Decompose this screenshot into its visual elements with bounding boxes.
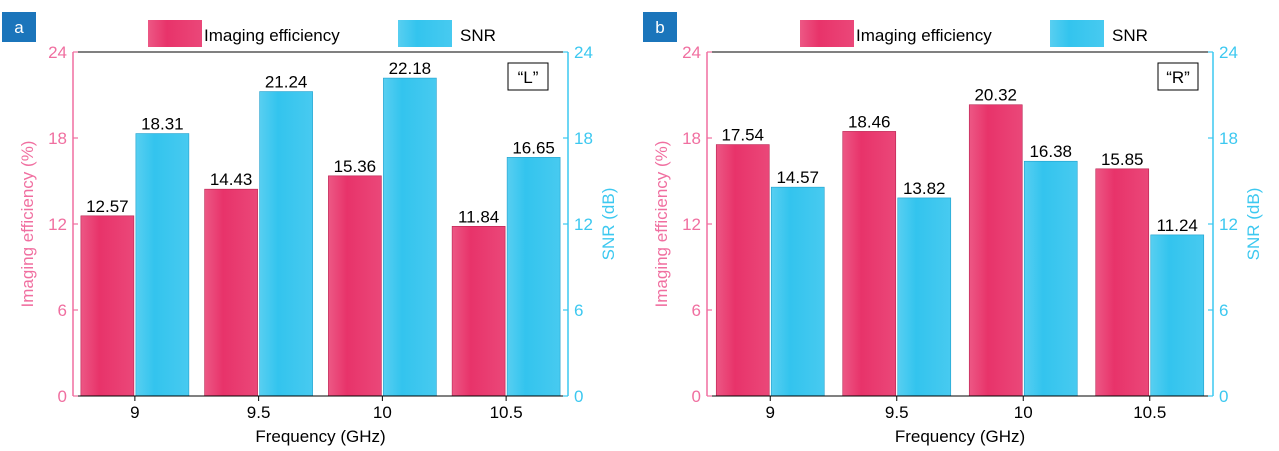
- inset-label-box: [1157, 62, 1199, 91]
- inset-label-box: [507, 62, 549, 91]
- x-tick-label: 9.5: [247, 403, 271, 422]
- data-label-imaging-efficiency: 12.57: [86, 197, 129, 216]
- legend-label-imaging-efficiency: Imaging efficiency: [204, 26, 340, 45]
- y-tick-label-left: 24: [48, 43, 67, 62]
- y-tick-label-left: 24: [682, 43, 701, 62]
- bar-snr: [135, 133, 190, 397]
- bar-imaging-efficiency: [1095, 168, 1150, 397]
- y-axis-right-title: SNR (dB): [1244, 188, 1263, 261]
- bar-imaging-efficiency: [204, 188, 258, 397]
- y-axis-left-title: Imaging efficiency (%): [18, 141, 37, 308]
- legend-swatch-snr: [1050, 20, 1104, 47]
- data-label-snr: 22.18: [389, 59, 432, 78]
- x-axis-title: Frequency (GHz): [895, 427, 1025, 446]
- x-axis-title: Frequency (GHz): [255, 427, 385, 446]
- data-label-imaging-efficiency: 11.84: [458, 207, 499, 226]
- bar-snr: [770, 186, 825, 397]
- bar-imaging-efficiency: [842, 131, 897, 397]
- bar-snr: [897, 197, 952, 397]
- y-axis-right-title: SNR (dB): [599, 188, 618, 261]
- bar-snr: [259, 91, 313, 397]
- y-tick-label-left: 6: [58, 301, 67, 320]
- legend-swatch-imaging-efficiency: [148, 20, 202, 47]
- data-label-snr: 18.31: [141, 115, 184, 134]
- chart-panel-a: a Imaging efficiency SNR 12.57 18.31 9 14.43 21…: [2, 12, 618, 446]
- data-label-snr: 13.82: [903, 179, 946, 198]
- bar-snr: [1023, 160, 1078, 397]
- data-label-imaging-efficiency: 18.46: [848, 112, 891, 131]
- bar-imaging-efficiency: [715, 144, 770, 397]
- x-tick-label: 9: [130, 403, 139, 422]
- panel-tag-label: a: [14, 18, 24, 37]
- data-label-snr: 21.24: [265, 73, 308, 92]
- legend-swatch-snr: [398, 20, 452, 47]
- legend-label-snr: SNR: [1112, 26, 1148, 45]
- data-label-imaging-efficiency: 14.43: [210, 170, 253, 189]
- x-tick-label: 10: [1014, 403, 1033, 422]
- data-label-snr: 16.38: [1029, 142, 1072, 161]
- bar-imaging-efficiency: [968, 104, 1023, 397]
- y-tick-label-right: 18: [574, 129, 593, 148]
- y-tick-label-left: 18: [682, 129, 701, 148]
- bar-snr: [506, 157, 561, 397]
- data-label-imaging-efficiency: 17.54: [721, 126, 764, 145]
- legend: Imaging efficiency SNR: [148, 20, 496, 47]
- data-label-imaging-efficiency: 20.32: [974, 86, 1017, 105]
- x-tick-label: 9: [766, 403, 775, 422]
- panel-tag-box: [2, 12, 36, 42]
- y-tick-label-left: 12: [48, 215, 67, 234]
- y-axis-left-title: Imaging efficiency (%): [652, 141, 671, 308]
- y-tick-label-left: 0: [58, 387, 67, 406]
- legend-swatch-imaging-efficiency: [800, 20, 854, 47]
- data-label-snr: 11.24: [1157, 216, 1198, 235]
- data-label-imaging-efficiency: 15.85: [1101, 150, 1144, 169]
- x-tick-label: 10: [373, 403, 392, 422]
- bar-imaging-efficiency: [451, 225, 506, 397]
- panel-tag-box: [643, 12, 677, 42]
- y-tick-label-right: 0: [574, 387, 583, 406]
- y-tick-label-right: 6: [574, 301, 583, 320]
- bar-imaging-efficiency: [328, 175, 382, 397]
- y-tick-label-left: 12: [682, 215, 701, 234]
- data-label-imaging-efficiency: 15.36: [334, 157, 377, 176]
- inset-label: “R”: [1166, 68, 1190, 87]
- y-tick-label-right: 24: [574, 43, 593, 62]
- data-label-snr: 16.65: [512, 138, 555, 157]
- y-tick-label-right: 6: [1219, 301, 1228, 320]
- y-tick-label-left: 6: [692, 301, 701, 320]
- legend-label-imaging-efficiency: Imaging efficiency: [856, 26, 992, 45]
- y-tick-label-right: 12: [1219, 215, 1238, 234]
- bar-snr: [383, 77, 437, 397]
- chart-panel-b: b Imaging efficiency SNR 17.54 14.57 9 18.46 13…: [643, 12, 1263, 446]
- bar-imaging-efficiency: [80, 215, 135, 397]
- y-tick-label-right: 12: [574, 215, 593, 234]
- inset-label: “L”: [518, 68, 539, 87]
- y-tick-label-right: 24: [1219, 43, 1238, 62]
- y-tick-label-left: 0: [692, 387, 701, 406]
- x-tick-label: 10.5: [490, 403, 523, 422]
- x-tick-label: 9.5: [885, 403, 909, 422]
- y-tick-label-left: 18: [48, 129, 67, 148]
- legend-label-snr: SNR: [460, 26, 496, 45]
- x-tick-label: 10.5: [1133, 403, 1166, 422]
- bar-snr: [1150, 234, 1205, 397]
- y-tick-label-right: 0: [1219, 387, 1228, 406]
- data-label-snr: 14.57: [776, 168, 819, 187]
- panel-tag-label: b: [655, 18, 664, 37]
- y-tick-label-right: 18: [1219, 129, 1238, 148]
- legend: Imaging efficiency SNR: [800, 20, 1148, 47]
